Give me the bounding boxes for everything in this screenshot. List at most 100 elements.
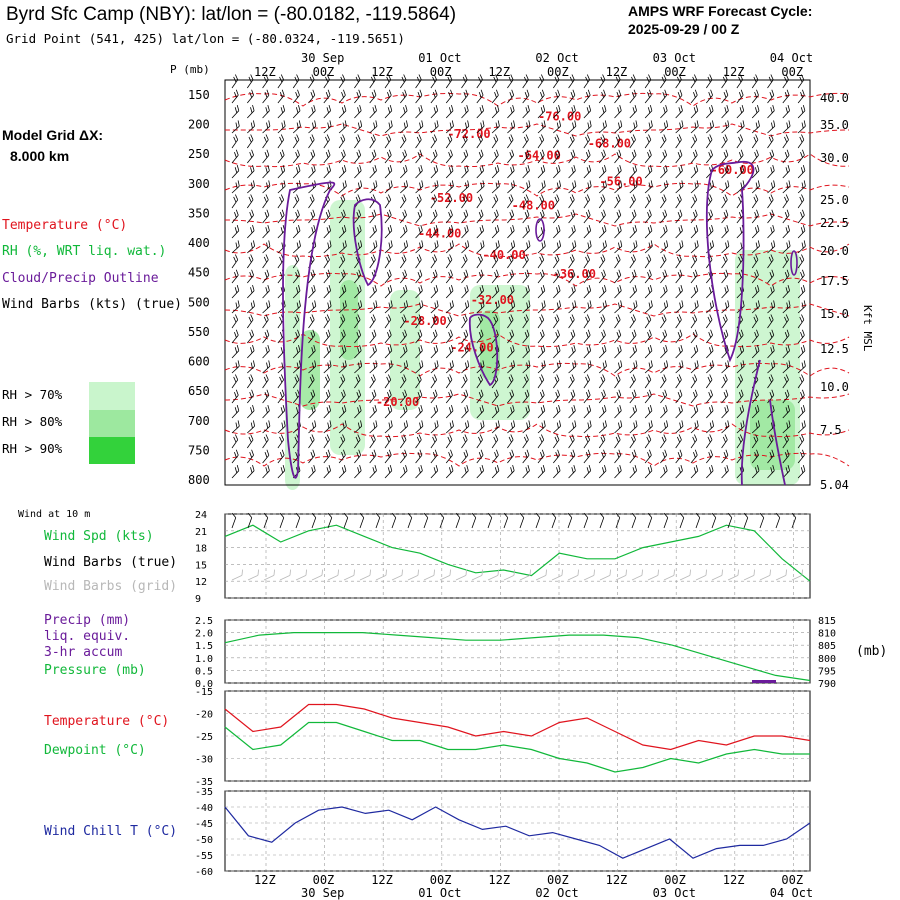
barb-flag <box>617 134 621 140</box>
barb-flag <box>512 404 515 411</box>
barb-flag <box>679 209 683 216</box>
day-tick-label: 30 Sep <box>301 51 344 65</box>
wind-barb <box>415 420 424 434</box>
barb-flag <box>419 242 422 249</box>
wind-barb <box>629 434 636 449</box>
barb-staff <box>644 230 653 239</box>
wind-barb <box>751 224 760 239</box>
wind-barb <box>384 74 392 89</box>
barb-staff <box>445 379 453 389</box>
wind-barb <box>583 434 591 449</box>
barb-flag <box>281 182 284 189</box>
barb-staff <box>476 245 485 254</box>
barb-flag <box>401 376 405 383</box>
wind-barb <box>583 104 592 119</box>
wind-barb <box>675 300 684 314</box>
wind-barb <box>399 194 407 209</box>
wind-barb <box>308 300 317 314</box>
barb-flag <box>602 134 606 140</box>
barb-staff <box>461 470 469 479</box>
barb-flag <box>257 569 259 576</box>
barb-flag <box>248 376 252 383</box>
barb-flag <box>369 569 371 576</box>
barb-staff <box>262 94 270 104</box>
barb-flag <box>556 122 559 129</box>
barb-flag <box>357 287 360 293</box>
barb-flag <box>725 449 729 456</box>
barb-flag <box>664 269 668 276</box>
barb-staff <box>507 365 515 374</box>
barb-flag <box>449 362 452 369</box>
barb-staff <box>568 230 576 239</box>
barb-staff <box>614 425 623 434</box>
barb-staff <box>415 410 423 419</box>
barb-flag <box>423 512 429 518</box>
wind-barb <box>598 134 606 149</box>
barb-flag <box>268 240 271 247</box>
barb-flag <box>448 451 451 458</box>
barb-staff <box>430 79 437 89</box>
barb-staff <box>445 154 453 164</box>
barb-flag <box>772 464 775 471</box>
barb-flag <box>601 331 604 338</box>
barb-staff <box>736 439 743 449</box>
barb-staff <box>583 290 592 299</box>
barb-flag <box>633 182 636 189</box>
barb-flag <box>724 407 727 413</box>
barb-flag <box>405 224 408 231</box>
barb-flag <box>387 107 391 113</box>
barb-staff <box>263 517 269 529</box>
wind-barb <box>507 449 515 464</box>
barb-staff <box>231 230 240 239</box>
barb-flag <box>510 467 513 473</box>
barb-staff <box>231 199 239 209</box>
barb-flag <box>572 422 575 429</box>
barb-flag <box>298 164 301 171</box>
barb-staff <box>277 470 286 479</box>
height-tick-label: 22.5 <box>820 216 849 230</box>
wind-barb <box>644 314 652 329</box>
barb-flag <box>664 209 668 216</box>
barb-flag <box>661 256 665 263</box>
barb-flag <box>554 76 558 83</box>
barb-staff <box>338 319 346 329</box>
barb-flag <box>326 434 330 440</box>
wind-barb <box>247 360 256 374</box>
barb-staff <box>797 245 806 254</box>
barb-flag <box>281 362 284 369</box>
y-tick-label: -40 <box>195 803 213 814</box>
barb-flag <box>298 284 301 291</box>
barb-staff <box>231 154 239 164</box>
barb-flag <box>234 347 238 353</box>
wind-barb <box>614 300 623 314</box>
wind-barb <box>461 134 468 149</box>
barb-flag <box>555 391 559 398</box>
barb-flag <box>634 104 638 111</box>
barb-flag <box>601 151 604 158</box>
wind-barb <box>583 269 591 284</box>
barb-flag <box>358 269 362 276</box>
barb-staff <box>491 245 500 254</box>
barb-flag <box>618 242 621 249</box>
barb-flag <box>786 122 789 129</box>
barb-flag <box>237 420 240 427</box>
wind-barb <box>369 329 377 344</box>
barb-flag <box>650 420 653 427</box>
barb-staff <box>247 110 255 119</box>
barb-flag <box>724 314 728 320</box>
wind-barb <box>476 374 483 389</box>
wind-barb <box>445 420 454 434</box>
barb-flag <box>631 91 635 98</box>
barb-flag <box>662 271 666 278</box>
barb-flag <box>649 344 653 351</box>
barb-flag <box>755 422 758 429</box>
barb-flag <box>631 271 635 278</box>
barb-flag <box>524 151 528 158</box>
barb-flag <box>620 180 623 187</box>
barb-flag <box>663 347 666 353</box>
isotherm-line <box>224 362 850 377</box>
wind-barb <box>598 464 607 479</box>
barb-flag <box>556 134 560 140</box>
barb-flag <box>526 89 530 96</box>
